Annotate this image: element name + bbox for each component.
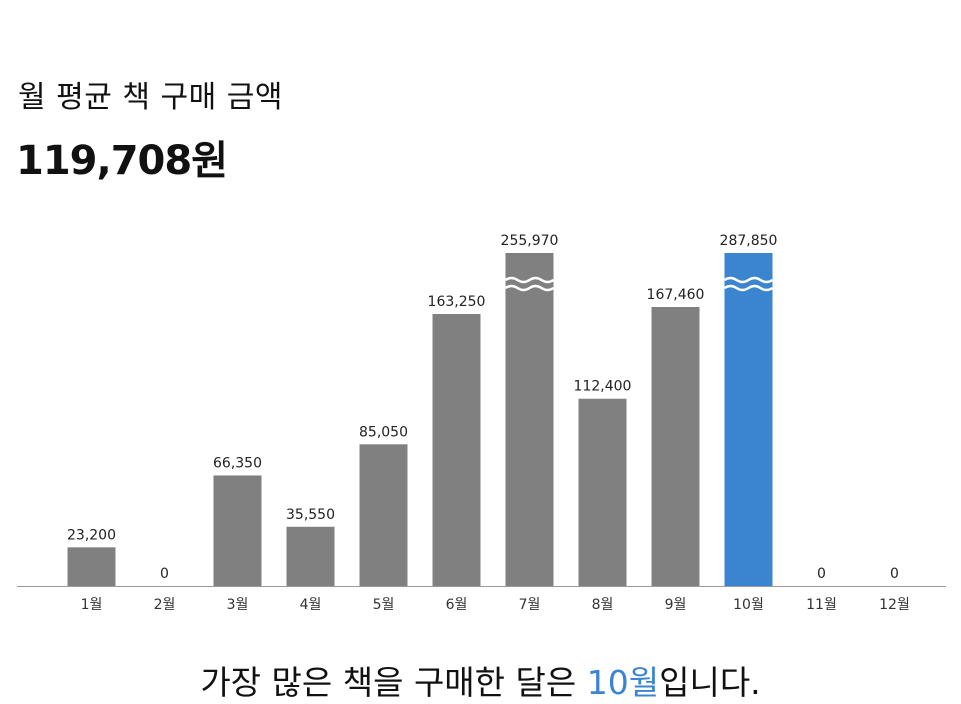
bar-7 bbox=[505, 253, 554, 586]
break-mark-10-1 bbox=[723, 276, 774, 284]
data-label-6: 163,250 bbox=[428, 294, 486, 310]
data-label-8: 112,400 bbox=[574, 379, 632, 395]
bar-1 bbox=[67, 547, 116, 586]
x-tick-9: 9월 bbox=[665, 597, 687, 613]
data-label-12: 0 bbox=[890, 566, 899, 582]
summary-highlight-month: 10월 bbox=[586, 663, 660, 702]
bar-3 bbox=[213, 475, 262, 586]
data-label-4: 35,550 bbox=[286, 507, 335, 523]
x-tick-10: 10월 bbox=[733, 597, 764, 613]
bar-8 bbox=[578, 398, 627, 586]
x-tick-12: 12월 bbox=[879, 597, 910, 613]
data-label-5: 85,050 bbox=[359, 424, 408, 440]
bar-4 bbox=[286, 526, 335, 586]
x-tick-5: 5월 bbox=[373, 597, 395, 613]
summary-prefix: 가장 많은 책을 구매한 달은 bbox=[200, 663, 587, 702]
bar-6 bbox=[432, 314, 481, 586]
break-mark-10-2 bbox=[723, 284, 774, 292]
x-tick-11: 11월 bbox=[806, 597, 837, 613]
x-tick-4: 4월 bbox=[300, 597, 322, 613]
x-tick-2: 2월 bbox=[154, 597, 176, 613]
data-label-1: 23,200 bbox=[67, 527, 116, 543]
data-label-7: 255,970 bbox=[501, 233, 559, 249]
x-tick-7: 7월 bbox=[519, 597, 541, 613]
break-mark-7-1 bbox=[504, 276, 555, 284]
data-label-11: 0 bbox=[817, 566, 826, 582]
data-label-9: 167,460 bbox=[647, 287, 705, 303]
x-tick-1: 1월 bbox=[81, 597, 103, 613]
bar-5 bbox=[359, 444, 408, 586]
bar-10 bbox=[724, 253, 773, 586]
data-label-3: 66,350 bbox=[213, 455, 262, 471]
monthly-purchase-bar-chart: 23,200 1월 0 2월 66,350 3월 35,550 4월 85,050 5월 163,2… bbox=[17, 233, 946, 613]
break-mark-7-2 bbox=[504, 284, 555, 292]
summary-suffix: 입니다. bbox=[659, 663, 761, 702]
data-label-2: 0 bbox=[160, 566, 169, 582]
summary-sentence: 가장 많은 책을 구매한 달은 10월입니다. bbox=[0, 656, 961, 704]
x-tick-6: 6월 bbox=[446, 597, 468, 613]
data-label-10: 287,850 bbox=[720, 233, 778, 249]
average-value: 119,708원 bbox=[16, 138, 228, 184]
bar-9 bbox=[651, 306, 700, 586]
x-tick-8: 8월 bbox=[592, 597, 614, 613]
average-label: 월 평균 책 구매 금액 bbox=[18, 80, 283, 115]
x-tick-3: 3월 bbox=[227, 597, 249, 613]
